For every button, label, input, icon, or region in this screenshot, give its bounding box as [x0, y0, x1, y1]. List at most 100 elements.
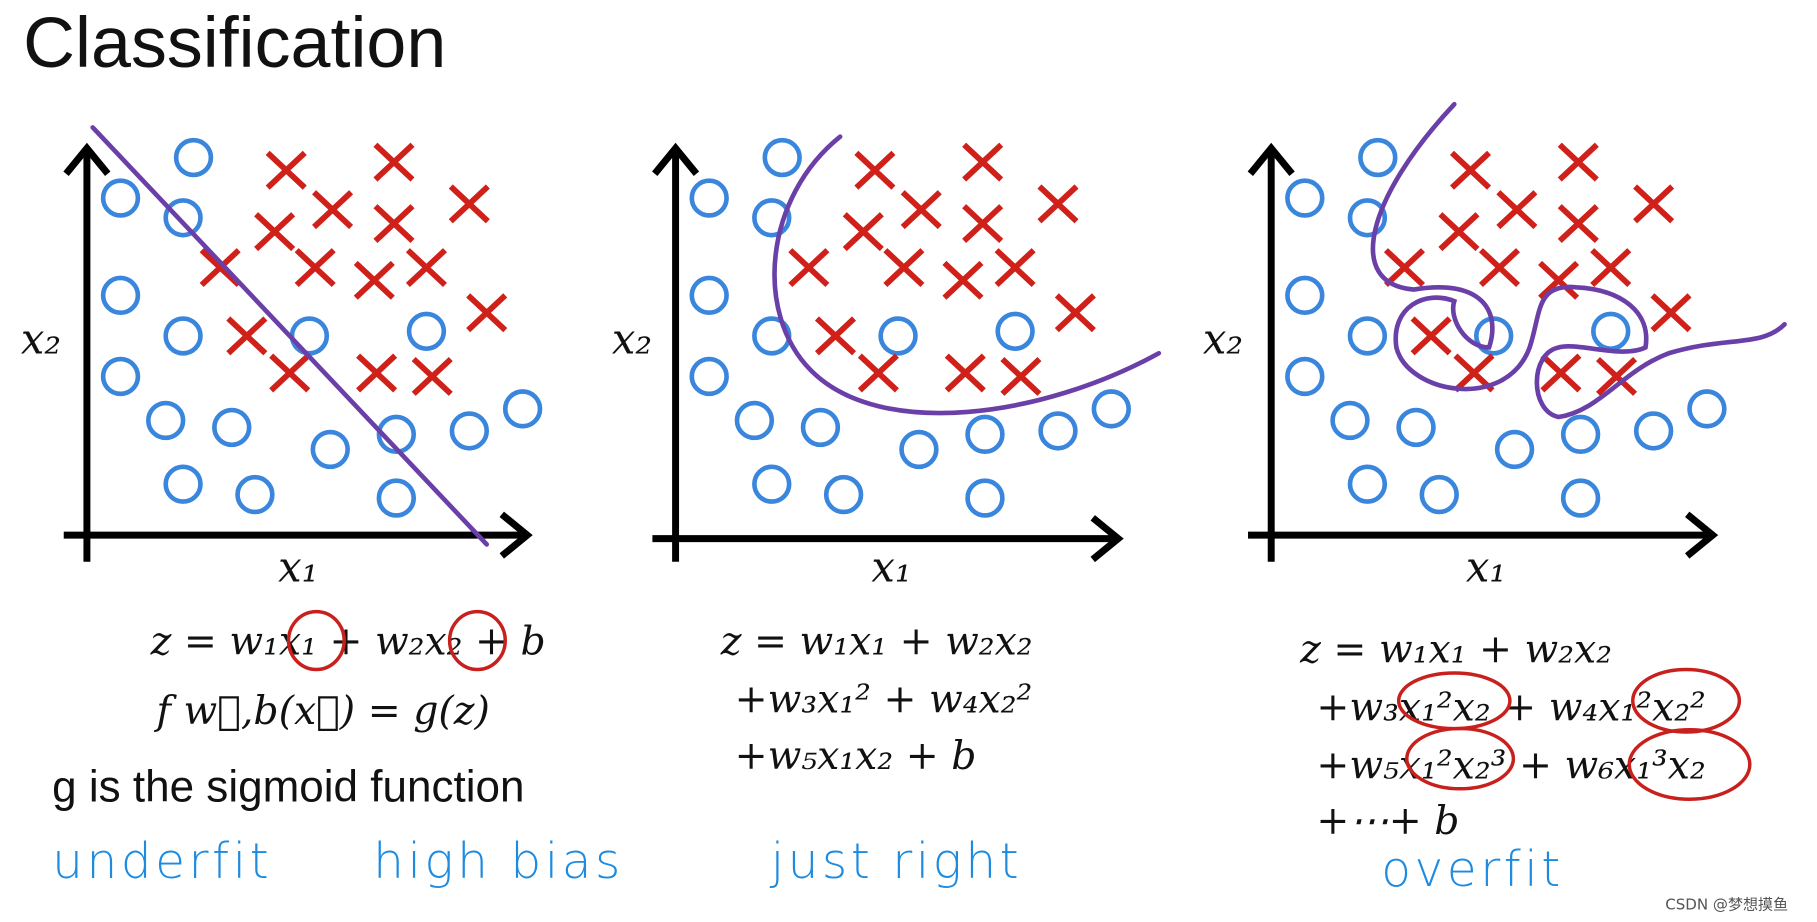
class-x-point [312, 190, 354, 230]
class-x-point [788, 248, 830, 288]
class-o-point [995, 311, 1035, 351]
class-x-point [1590, 248, 1632, 288]
class-x-point [1557, 142, 1599, 182]
y-axis-label: x₂ [21, 314, 61, 363]
class-x-point [814, 316, 857, 356]
class-o-point [762, 137, 802, 178]
class-o-point [146, 400, 186, 441]
class-o-point [100, 356, 141, 397]
class-o-point [1285, 178, 1325, 218]
decision-boundary [1370, 101, 1787, 420]
caption: just right [770, 834, 1023, 890]
x-axis-label: x₁ [871, 542, 911, 591]
class-o-point [965, 414, 1005, 455]
class-x-point [405, 248, 447, 288]
class-o-point [163, 198, 203, 238]
x-arrow [1090, 515, 1124, 563]
class-o-point [1347, 464, 1388, 504]
class-o-point [823, 474, 864, 515]
caption: high bias [373, 834, 624, 890]
highlight [1627, 727, 1752, 801]
class-x-point [1054, 293, 1096, 333]
class-x-point [883, 248, 925, 288]
class-x-point [448, 184, 490, 224]
note: g is the sigmoid function [52, 763, 524, 812]
equation-line: f w⃗,b(x⃗) = g(z) [153, 688, 489, 734]
highlight-circles [286, 609, 1752, 801]
caption: underfit [52, 834, 272, 890]
class-o-point [212, 407, 252, 448]
class-x-point [1438, 212, 1480, 252]
x-axis-label: x₁ [278, 542, 318, 591]
highlight [1631, 667, 1742, 734]
class-o-point [1091, 389, 1131, 429]
class-x-point [373, 204, 415, 244]
class-x-point [226, 316, 268, 356]
class-o-point [689, 275, 729, 316]
class-o-point [1358, 137, 1398, 178]
class-o-point [1285, 356, 1325, 397]
class-o-point [1038, 411, 1078, 451]
class-x-point [1496, 190, 1538, 230]
class-x-point [1383, 248, 1425, 288]
class-x-point [1410, 316, 1452, 356]
class-x-point [269, 353, 311, 393]
y-axis-label: x₂ [612, 314, 652, 363]
class-o-point [376, 478, 417, 518]
class-o-point [689, 178, 729, 218]
class-x-point [962, 142, 1004, 182]
class-x-point [411, 356, 453, 396]
class-x-point [942, 260, 984, 300]
class-o-point [1473, 316, 1514, 356]
class-o-point [310, 429, 350, 470]
class-x-point [900, 190, 942, 230]
class-x-point [353, 260, 395, 300]
highlight [286, 609, 346, 672]
class-x-point [1538, 260, 1580, 300]
highlight [447, 609, 507, 672]
class-o-point [173, 137, 214, 178]
class-o-point [100, 275, 141, 316]
class-o-point [1419, 474, 1459, 515]
class-o-point [800, 407, 841, 448]
x-arrow [1685, 511, 1719, 559]
equation-line: z = w₁x₁ + w₂x₂ [720, 618, 1033, 664]
class-x-point [1650, 293, 1692, 333]
class-x-point [294, 248, 336, 288]
caption: overfit [1381, 842, 1564, 898]
class-x-point [854, 150, 896, 190]
class-o-point [1494, 429, 1535, 470]
equation-line: z = w₁x₁ + w₂x₂ + b [150, 618, 546, 664]
class-o-point [899, 429, 939, 470]
class-o-point [878, 316, 918, 356]
equation-line: +w₃x₁² + w₄x₂² [735, 676, 1033, 722]
x-arrow [499, 511, 533, 559]
class-o-point [406, 311, 447, 351]
class-x-point [1633, 184, 1675, 224]
y-arrow [63, 142, 111, 176]
title: Classification [23, 3, 446, 83]
class-x-point [199, 248, 241, 288]
class-x-point [254, 212, 296, 252]
class-o-point [965, 478, 1005, 518]
class-x-point [265, 150, 307, 190]
class-o-point [163, 464, 203, 504]
class-o-point [235, 474, 275, 515]
class-x-point [1000, 356, 1042, 396]
decision-boundary [772, 134, 1162, 416]
equation-line: +w₃x₁²x₂ + w₄x₁²x₂² [1316, 684, 1705, 730]
class-x-point [944, 353, 986, 393]
class-x-point [857, 353, 899, 393]
class-o-point [752, 464, 792, 504]
class-o-point [752, 198, 792, 238]
class-o-point [502, 389, 543, 429]
class-o-point [449, 411, 490, 451]
class-x-point [994, 248, 1036, 288]
equation-line: +w₅x₁x₂ + b [735, 733, 977, 779]
watermark: CSDN @梦想摸鱼 [1665, 895, 1788, 913]
x-axis-label: x₁ [1466, 542, 1506, 591]
class-o-point [1560, 478, 1601, 518]
y-arrow [1247, 142, 1295, 176]
class-x-point [356, 353, 398, 393]
